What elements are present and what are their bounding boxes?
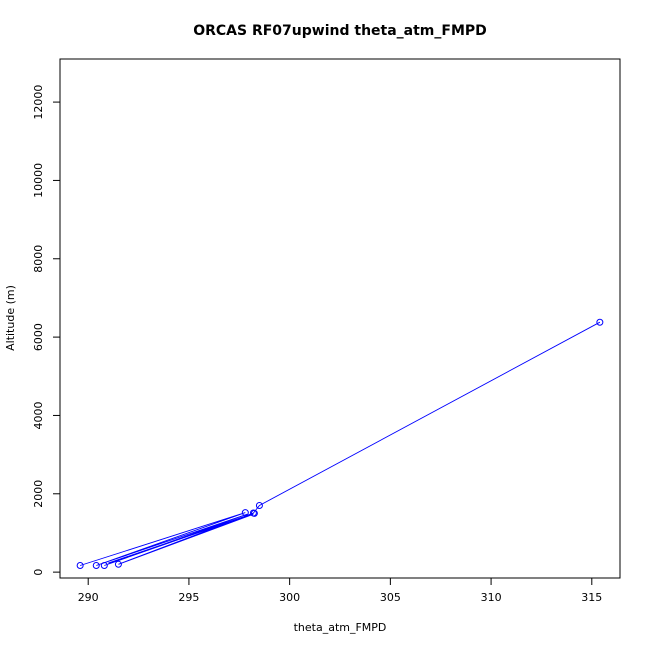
series-line-0: [79, 321, 601, 566]
chart-title: ORCAS RF07upwind theta_atm_FMPD: [193, 23, 487, 39]
y-tick-label-2: 4000: [32, 401, 45, 429]
data-point-0: [76, 561, 84, 569]
y-tick-label-1: 2000: [32, 480, 45, 508]
y-tick-label-0: 0: [32, 569, 45, 576]
x-tick-label-3: 305: [380, 591, 401, 604]
x-tick-label-5: 315: [581, 591, 602, 604]
x-tick-label-4: 310: [481, 591, 502, 604]
plot-frame: [59, 58, 621, 579]
y-axis: 0 2000 4000 6000 8000 10000 12000: [32, 85, 60, 576]
data-point-4: [241, 509, 249, 517]
data-point-3: [114, 560, 122, 568]
y-tick-label-3: 6000: [32, 323, 45, 351]
x-axis-label: theta_atm_FMPD: [294, 621, 387, 634]
x-axis: 290 295 300 305 310 315: [78, 578, 602, 604]
data-point-2: [100, 561, 108, 569]
x-tick-label-0: 290: [78, 591, 99, 604]
y-tick-label-5: 10000: [32, 163, 45, 198]
data-point-6: [250, 509, 258, 517]
x-tick-label-1: 295: [178, 591, 199, 604]
y-tick-label-4: 8000: [32, 245, 45, 273]
data-point-8: [596, 318, 604, 326]
x-tick-label-2: 300: [279, 591, 300, 604]
series-layer: [76, 318, 604, 569]
y-tick-label-6: 12000: [32, 85, 45, 120]
y-axis-label: Altitude (m): [4, 285, 17, 351]
data-point-7: [255, 502, 263, 510]
data-point-1: [92, 561, 100, 569]
